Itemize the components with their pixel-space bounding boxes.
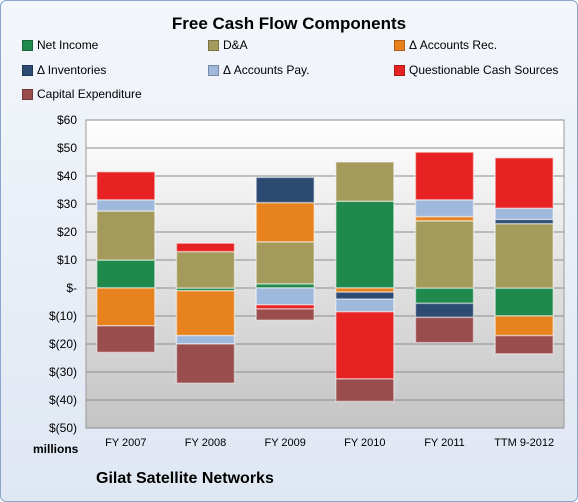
bar-segment: [255, 308, 315, 321]
y-tick-label: $50: [57, 141, 77, 155]
x-category-label: FY 2009: [264, 437, 305, 449]
bar-segment: [335, 161, 395, 202]
bar-segment: [414, 302, 475, 319]
plot-background: [85, 119, 565, 429]
legend-label: Capital Expenditure: [37, 87, 142, 101]
legend-label: Δ Inventories: [37, 63, 107, 77]
legend-questionable-cash: Questionable Cash Sources: [394, 63, 558, 77]
bar-segment: [96, 210, 156, 261]
bar-segment: [255, 201, 315, 243]
bar-segment: [335, 298, 395, 313]
bar-segment: [494, 222, 554, 289]
legend-swatch: [394, 64, 405, 76]
bar-segment: [414, 316, 475, 344]
bar-segment: [96, 325, 156, 354]
legend-swatch: [22, 64, 33, 76]
bar-segment: [96, 287, 156, 327]
bar-segment: [175, 242, 236, 253]
x-category-label: TTM 9-2012: [494, 437, 554, 449]
legend-capex: Capital Expenditure: [22, 87, 142, 101]
legend-swatch: [22, 88, 33, 100]
chart-title: Free Cash Flow Components: [171, 14, 407, 33]
bar-segment: [255, 176, 315, 204]
legend-swatch: [22, 39, 33, 51]
legend-swatch: [208, 64, 219, 76]
bar-segment: [175, 334, 236, 345]
legend-accounts-pay: Δ Accounts Pay.: [208, 63, 310, 77]
legend-accounts-rec: Δ Accounts Rec.: [394, 38, 497, 52]
legend-swatch: [394, 39, 405, 51]
legend-inventories: Δ Inventories: [22, 63, 106, 77]
x-category-label: FY 2011: [424, 437, 465, 449]
bar-segment: [175, 250, 236, 289]
y-tick-label: $30: [57, 197, 77, 211]
y-tick-label: $60: [57, 113, 77, 127]
y-tick-label: $20: [57, 225, 77, 239]
bar-segment: [414, 151, 475, 201]
bar-segment: [255, 287, 315, 306]
bar-segment: [255, 241, 315, 285]
y-tick-label: $-: [66, 281, 77, 295]
legend-label: Δ Accounts Rec.: [409, 38, 498, 52]
bar-segment: [494, 287, 554, 317]
y-tick-label: $40: [57, 169, 77, 183]
bar-segment: [96, 199, 156, 212]
y-tick-label: $(10): [49, 309, 77, 323]
bar-segment: [414, 287, 475, 305]
units-label: millions: [33, 442, 79, 456]
bar-segment: [494, 334, 554, 355]
legend-label: Δ Accounts Pay.: [223, 63, 310, 77]
company-name: Gilat Satellite Networks: [96, 470, 274, 487]
bar-segment: [335, 291, 395, 300]
bar-segment: [414, 199, 475, 218]
legend-net-income: Net Income: [22, 38, 98, 52]
x-category-label: FY 2010: [344, 437, 385, 449]
bar-segment: [335, 311, 395, 380]
legend-swatch: [208, 39, 219, 51]
bar-segment: [175, 343, 236, 384]
y-tick-label: $(50): [49, 421, 77, 435]
bar-segment: [494, 157, 554, 209]
bar-segment: [175, 290, 236, 337]
y-tick-label: $(30): [49, 365, 77, 379]
bar-segment: [414, 220, 475, 289]
y-tick-label: $10: [57, 253, 77, 267]
legend-da: D&A: [208, 38, 248, 52]
bar-segment: [96, 259, 156, 289]
y-tick-label: $(20): [49, 337, 77, 351]
bar-segment: [494, 207, 554, 221]
legend-label: Net Income: [37, 38, 99, 52]
legend-label: Questionable Cash Sources: [409, 63, 559, 77]
bar-segment: [494, 315, 554, 337]
y-tick-label: $(40): [49, 393, 77, 407]
x-category-label: FY 2008: [185, 437, 226, 449]
bar-segment: [96, 171, 156, 201]
bar-segment: [335, 378, 395, 403]
bar-segment: [335, 200, 395, 289]
legend-label: D&A: [223, 38, 248, 52]
x-category-label: FY 2007: [105, 437, 146, 449]
